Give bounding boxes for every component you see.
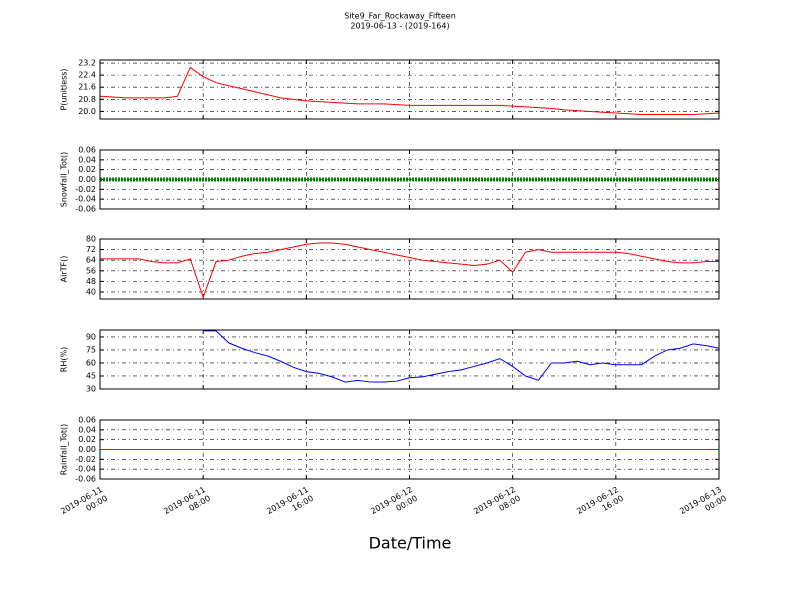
y-tick-label: 0.06 [78,146,96,155]
y-tick-label: 60 [86,358,96,367]
y-tick-label: 30 [86,385,96,394]
y-tick-label: 0.04 [78,155,96,164]
y-tick-label: 0.02 [78,165,96,174]
y-tick-label: 0.04 [78,425,96,434]
y-tick-label: 48 [86,277,96,286]
chart-subtitle: 2019-06-13 - (2019-164) [350,22,449,31]
y-tick-label: 0.00 [78,445,96,454]
y-tick-label: 0.00 [78,175,96,184]
y-tick-label: 75 [86,345,96,354]
chart-title: Site9_Far_Rockaway_Fifteen [344,12,456,21]
y-tick-label: 80 [86,235,96,244]
plot-frame [99,329,720,390]
y-tick-label: 56 [86,266,96,275]
y-axis-label: RH(%) [60,347,69,372]
y-tick-label: -0.06 [75,475,96,484]
y-tick-label: 21.6 [78,83,96,92]
y-tick-label: -0.04 [75,195,96,204]
y-tick-label: 0.06 [78,416,96,425]
y-axis-label: P(unitless) [60,68,69,110]
plot-frame [99,419,720,480]
plot-frame [99,238,720,300]
x-axis-label: Date/Time [369,534,452,553]
y-axis-label: Snowfall_Tot() [60,152,69,208]
data-line [203,330,720,383]
y-tick-label: 20.0 [78,107,96,116]
data-line [100,242,719,299]
y-tick-label: 20.8 [78,95,96,104]
y-axis-label: AirTF() [60,256,69,283]
y-tick-label: 45 [86,371,96,380]
data-line [99,66,720,115]
y-tick-label: -0.02 [75,455,96,464]
y-tick-label: 22.4 [78,71,96,80]
y-tick-label: 40 [86,287,96,296]
y-tick-label: -0.04 [75,465,96,474]
y-tick-label: -0.02 [75,185,96,194]
y-axis-label: Rainfall_Tot() [60,424,69,476]
y-tick-label: 64 [86,256,96,265]
plot-frame [99,149,720,210]
y-tick-label: 0.02 [78,435,96,444]
y-tick-label: 23.2 [78,59,96,68]
y-tick-label: 90 [86,332,96,341]
plot-frame [99,59,720,120]
y-tick-label: 72 [86,245,96,254]
y-tick-label: -0.06 [75,205,96,214]
